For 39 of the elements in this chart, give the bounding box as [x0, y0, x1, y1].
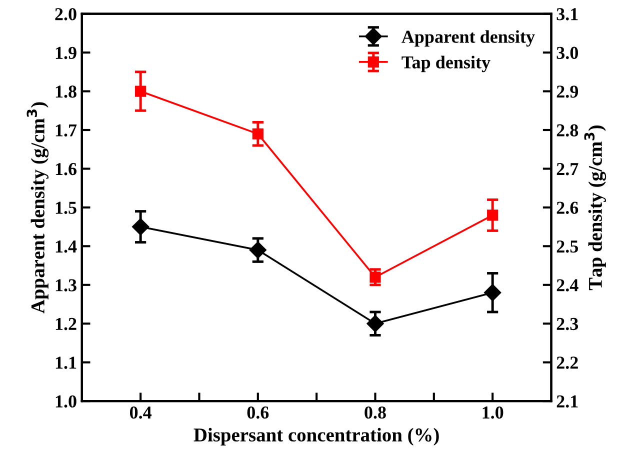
y2-tick-label: 2.4 — [556, 279, 578, 292]
y2-tick-label: 3.1 — [556, 8, 578, 20]
y-tick-label: 2.0 — [55, 8, 76, 20]
legend-label: Apparent density — [402, 30, 535, 47]
y2-tick-label: 2.6 — [556, 202, 578, 214]
legend-label: Tap density — [402, 56, 490, 72]
point — [249, 241, 266, 259]
y2-tick-label: 3.0 — [556, 46, 578, 60]
x-axis-title: Dispersant concentration (%) — [194, 428, 439, 446]
y-tick-label: 1.4 — [56, 240, 77, 253]
y-axis-title: Apparent density (g/cm$^{3}$) — [26, 102, 49, 314]
point — [135, 86, 146, 97]
y-tick-label: 1.9 — [56, 46, 76, 60]
point — [370, 272, 381, 283]
x-tick-label: 0.8 — [364, 406, 386, 419]
point — [252, 128, 264, 140]
x-tick-label: 1.0 — [482, 406, 504, 419]
y2-tick-label: 2.7 — [556, 163, 578, 176]
y2-tick-label: 2.9 — [556, 86, 578, 98]
y-tick-label: 1.8 — [56, 86, 76, 98]
point — [487, 210, 498, 221]
y2-tick-label: 2.3 — [556, 318, 578, 330]
y2-tick-label: 2.8 — [556, 124, 578, 137]
point — [484, 284, 502, 302]
y-tick-label: 1.6 — [56, 163, 77, 176]
y-tick-label: 1.7 — [56, 124, 77, 137]
y2-tick-label: 2.2 — [556, 356, 578, 369]
y-tick-label: 1.1 — [56, 356, 76, 369]
y-tick-label: 1.3 — [56, 279, 76, 292]
point — [132, 218, 150, 236]
y-tick-label: 1.5 — [56, 202, 76, 214]
y2-axis-title: Tap density (g/cm$^{3}$) — [584, 125, 606, 290]
y2-tick-label: 2.5 — [556, 240, 578, 253]
point — [366, 315, 384, 332]
x-tick-label: 0.6 — [247, 406, 269, 419]
y-tick-label: 1.0 — [56, 395, 76, 408]
x-tick-label: 0.4 — [130, 406, 152, 419]
y2-tick-label: 2.1 — [556, 395, 578, 408]
y-tick-label: 1.2 — [56, 318, 76, 330]
